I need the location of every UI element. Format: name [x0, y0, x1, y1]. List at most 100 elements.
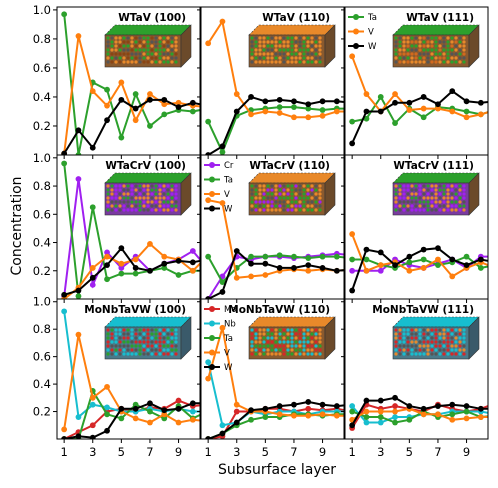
data-point-v	[349, 231, 356, 237]
data-point-w	[463, 403, 470, 409]
x-tick-label: 9	[463, 445, 470, 459]
x-tick-label: 3	[377, 445, 384, 459]
data-point-ta	[248, 253, 254, 260]
data-point-ta	[392, 419, 398, 426]
data-point-v	[233, 274, 240, 281]
data-point-w	[147, 96, 153, 103]
data-point-ta	[463, 253, 470, 260]
data-point-ta	[204, 106, 210, 112]
data-point-v	[233, 401, 240, 408]
data-point-ta	[348, 106, 354, 112]
data-point-w	[132, 265, 139, 271]
data-point-nb	[492, 411, 498, 417]
data-point-w	[248, 407, 254, 414]
data-point-w	[248, 260, 254, 267]
data-point-ta	[363, 115, 370, 122]
data-point-w	[477, 405, 484, 412]
data-point-v	[262, 108, 269, 115]
legend-marker	[353, 43, 359, 49]
data-point-w	[392, 262, 398, 269]
data-point-ta	[104, 276, 110, 283]
legend-label: Cr	[224, 161, 234, 171]
y-tick-label: 0.4	[33, 236, 51, 250]
data-point-ta	[89, 204, 96, 211]
legend-marker	[353, 14, 359, 20]
data-point-v	[161, 101, 168, 108]
data-point-v	[463, 114, 470, 121]
data-point-w	[420, 94, 427, 100]
panel: WTaCrV (110) Cr Ta VW	[197, 154, 345, 303]
data-point-w	[219, 143, 226, 150]
legend-marker	[209, 349, 215, 356]
data-point-w	[291, 98, 297, 105]
data-point-w	[276, 96, 283, 103]
data-point-mo	[233, 408, 240, 415]
data-point-v	[435, 105, 441, 112]
panel-title: WTaCrV (111)	[393, 160, 474, 172]
data-point-w	[435, 403, 441, 409]
legend-marker	[209, 191, 215, 197]
panel: WTaV (111) Ta VW	[341, 6, 489, 159]
legend: Mo Nb Ta VW	[204, 305, 237, 373]
data-point-v	[305, 412, 312, 419]
data-point-v	[262, 272, 269, 278]
data-point-ta	[132, 91, 139, 97]
data-point-ta	[420, 256, 427, 263]
slab-inset-image	[248, 172, 336, 216]
data-point-v	[75, 331, 82, 338]
data-point-w	[118, 96, 125, 103]
legend-label: V	[224, 349, 230, 359]
panel-frame	[56, 298, 201, 440]
data-point-v	[248, 273, 254, 280]
data-point-ta	[291, 253, 297, 260]
data-point-v	[349, 53, 356, 60]
y-tick-label: 1.0	[33, 3, 51, 17]
data-point-w	[349, 287, 356, 294]
data-point-ta	[449, 411, 456, 418]
data-point-nb	[204, 409, 210, 415]
data-point-w	[161, 260, 168, 267]
legend-label: W	[224, 205, 233, 215]
data-point-w	[189, 99, 196, 106]
data-point-ta	[377, 94, 384, 100]
data-point-w	[205, 296, 212, 299]
y-tick-label: 0.6	[33, 207, 51, 221]
data-point-ta	[248, 416, 254, 423]
data-point-w	[406, 403, 413, 409]
data-point-ta	[118, 415, 125, 422]
legend-marker	[209, 364, 215, 370]
data-point-cr	[189, 248, 196, 254]
x-tick-label: 5	[406, 445, 413, 459]
x-tick-label: 5	[262, 445, 269, 459]
data-point-w	[477, 99, 484, 106]
data-point-v	[406, 267, 413, 274]
data-point-w	[492, 406, 498, 412]
data-point-w	[291, 265, 297, 271]
data-point-w	[205, 152, 212, 155]
x-tick-label: 9	[319, 445, 326, 459]
slab-inset-image	[248, 24, 336, 68]
slab-inset-image	[104, 316, 192, 360]
y-tick-label: 0.6	[33, 350, 51, 364]
data-point-v	[205, 375, 212, 382]
data-point-ta	[205, 118, 212, 125]
panel-title: WTaCrV (100)	[105, 160, 186, 172]
data-point-v	[305, 114, 312, 121]
data-point-cr	[89, 281, 96, 288]
data-point-w	[233, 419, 240, 426]
data-point-v	[276, 411, 283, 418]
panel-title: WTaV (111)	[406, 12, 474, 24]
data-point-w	[189, 259, 196, 266]
data-point-w	[89, 144, 96, 151]
y-tick-label: 0.8	[33, 179, 51, 193]
data-point-v	[219, 324, 226, 331]
data-point-mo	[204, 402, 210, 408]
data-point-v	[406, 107, 413, 113]
panel-title: MoNbTaVW (111)	[372, 304, 474, 316]
data-point-w	[463, 262, 470, 269]
data-point-w	[219, 289, 226, 295]
data-point-w	[305, 262, 312, 269]
legend-label: W	[368, 42, 377, 52]
data-point-ta	[219, 149, 226, 155]
